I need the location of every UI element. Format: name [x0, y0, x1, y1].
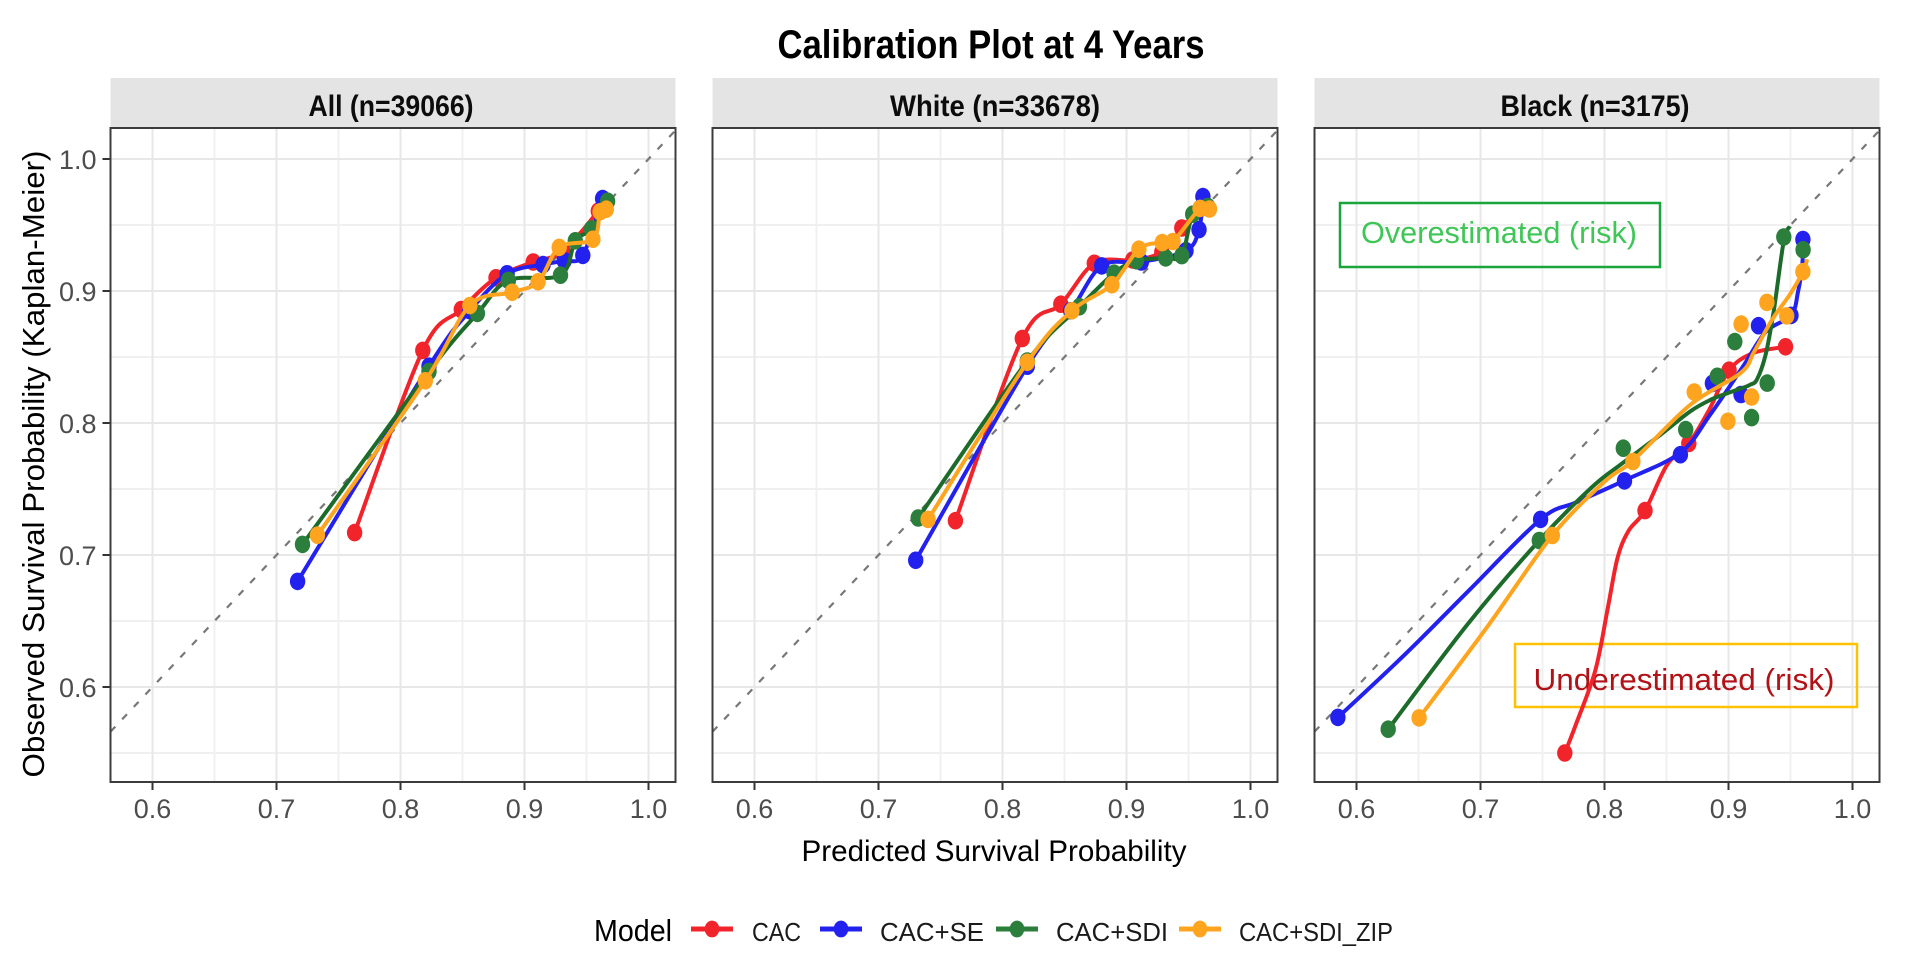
svg-text:CAC+SDI: CAC+SDI [1056, 917, 1168, 947]
svg-text:0.7: 0.7 [860, 794, 898, 824]
svg-text:White (n=33678): White (n=33678) [890, 90, 1100, 123]
svg-text:Calibration Plot at 4 Years: Calibration Plot at 4 Years [778, 23, 1205, 67]
svg-text:0.8: 0.8 [382, 794, 420, 824]
svg-text:1.0: 1.0 [59, 145, 97, 175]
svg-text:CAC+SE: CAC+SE [880, 917, 984, 947]
svg-text:0.7: 0.7 [258, 794, 296, 824]
svg-text:0.6: 0.6 [1338, 794, 1376, 824]
svg-text:0.8: 0.8 [1586, 794, 1624, 824]
svg-text:Observed Survival Probability: Observed Survival Probability (Kaplan-Me… [16, 151, 51, 778]
svg-text:Model: Model [594, 913, 672, 948]
svg-text:0.6: 0.6 [134, 794, 172, 824]
svg-text:0.9: 0.9 [59, 277, 97, 307]
svg-text:0.8: 0.8 [984, 794, 1022, 824]
svg-text:Overestimated (risk): Overestimated (risk) [1361, 215, 1637, 250]
svg-text:0.8: 0.8 [59, 409, 97, 439]
svg-text:0.9: 0.9 [506, 794, 544, 824]
svg-text:1.0: 1.0 [630, 794, 668, 824]
svg-text:0.6: 0.6 [59, 673, 97, 703]
svg-text:Predicted Survival Probability: Predicted Survival Probability [802, 835, 1187, 868]
svg-text:0.6: 0.6 [736, 794, 774, 824]
svg-text:0.9: 0.9 [1108, 794, 1146, 824]
svg-text:Black (n=3175): Black (n=3175) [1501, 90, 1690, 123]
svg-text:Underestimated (risk): Underestimated (risk) [1534, 662, 1835, 697]
svg-text:CAC: CAC [752, 917, 801, 947]
svg-text:All (n=39066): All (n=39066) [309, 90, 474, 123]
svg-text:1.0: 1.0 [1232, 794, 1270, 824]
svg-text:0.7: 0.7 [59, 541, 97, 571]
svg-text:0.9: 0.9 [1710, 794, 1748, 824]
svg-text:CAC+SDI_ZIP: CAC+SDI_ZIP [1239, 917, 1393, 947]
svg-text:1.0: 1.0 [1834, 794, 1872, 824]
svg-text:0.7: 0.7 [1462, 794, 1500, 824]
